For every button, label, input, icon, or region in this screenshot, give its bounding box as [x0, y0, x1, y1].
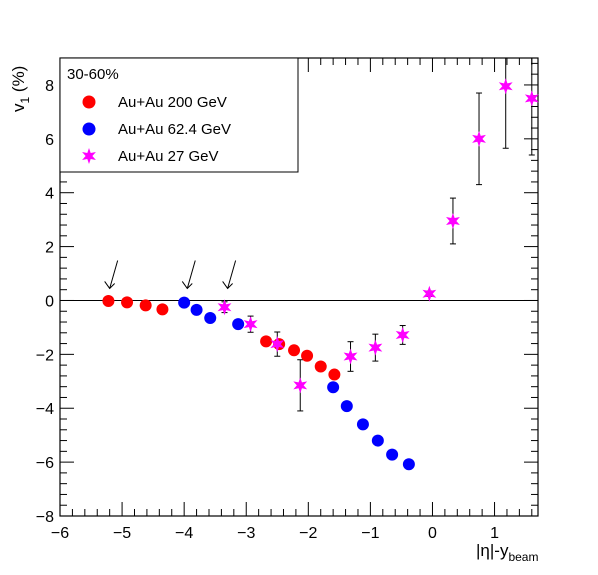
legend-star-marker [82, 148, 96, 164]
y-axis-title-sub: 1 [18, 97, 32, 104]
circle-marker [139, 299, 152, 312]
x-tick-label: 1 [490, 525, 499, 542]
x-axis: −6 −5 −4 −3 −2 −1 0 1 [51, 58, 533, 542]
x-tick-label: 0 [428, 525, 437, 542]
star-marker [217, 299, 232, 316]
star-marker [524, 90, 539, 107]
circle-marker [178, 296, 191, 309]
star-marker [270, 336, 285, 353]
circle-marker [121, 296, 134, 309]
arrow-head [222, 281, 233, 290]
star-marker [498, 78, 513, 95]
y-axis-title: v1 (%) [9, 66, 32, 112]
circle-marker [301, 349, 314, 362]
star-marker [472, 130, 486, 147]
circle-marker [156, 303, 169, 316]
circle-marker [356, 418, 369, 431]
y-tick-label: −6 [36, 455, 54, 472]
circle-marker [314, 360, 327, 373]
circle-marker [204, 311, 217, 324]
x-tick-label: −4 [175, 525, 193, 542]
arrow-shaft [109, 260, 119, 289]
y-tick-label: 6 [45, 132, 54, 149]
y-tick-label: −2 [36, 347, 54, 364]
star-marker [243, 316, 258, 333]
legend-label: Au+Au 62.4 GeV [118, 121, 231, 138]
circle-marker [340, 400, 353, 413]
legend-circle-marker [82, 122, 96, 136]
circle-marker [328, 368, 341, 381]
legend-items: Au+Au 200 GeV Au+Au 62.4 GeV Au+Au 27 GeV [82, 94, 231, 165]
y-tick-label: 0 [45, 293, 54, 310]
x-axis-title: |η|-ybeam [476, 541, 538, 564]
y-tick-label: −8 [36, 509, 54, 526]
star-marker [395, 326, 410, 343]
y-tick-label: 8 [45, 78, 54, 95]
legend-header: 30-60% [67, 66, 119, 83]
y-tick-label: 2 [45, 240, 54, 257]
arrow-head [104, 281, 116, 290]
x-tick-label: −6 [51, 525, 69, 542]
arrow-shaft [227, 260, 237, 289]
star-marker [293, 377, 308, 394]
x-axis-title-sub: beam [508, 550, 538, 564]
arrow-shaft [186, 260, 196, 289]
legend-box [59, 57, 299, 173]
legend-circle-marker [82, 95, 96, 109]
x-tick-label: −3 [237, 525, 255, 542]
y-tick-label: −4 [36, 401, 54, 418]
x-tick-label: −1 [361, 525, 379, 542]
data-markers [102, 78, 539, 471]
circle-marker [260, 335, 273, 348]
star-marker [422, 285, 437, 302]
legend-label: Au+Au 27 GeV [118, 148, 219, 165]
arrow-markers [104, 260, 237, 290]
y-tick-label: 4 [45, 186, 54, 203]
star-marker [446, 212, 460, 229]
circle-marker [371, 434, 384, 447]
circle-marker [402, 458, 415, 471]
circle-marker [386, 448, 399, 461]
circle-marker [232, 318, 245, 331]
star-marker [343, 348, 358, 365]
y-axis-title-unit: (%) [9, 66, 28, 97]
x-tick-label: −5 [113, 525, 131, 542]
legend-label: Au+Au 200 GeV [118, 94, 227, 111]
x-axis-title-main: |η|-y [476, 541, 509, 560]
plot-frame [59, 57, 539, 517]
star-marker [368, 339, 383, 356]
x-tick-label: −2 [299, 525, 317, 542]
y-axis-title-main: v [9, 103, 28, 112]
arrow-head [181, 281, 193, 290]
circle-marker [102, 295, 115, 308]
circle-marker [288, 344, 301, 357]
circle-marker [327, 381, 340, 394]
circle-marker [190, 303, 203, 316]
